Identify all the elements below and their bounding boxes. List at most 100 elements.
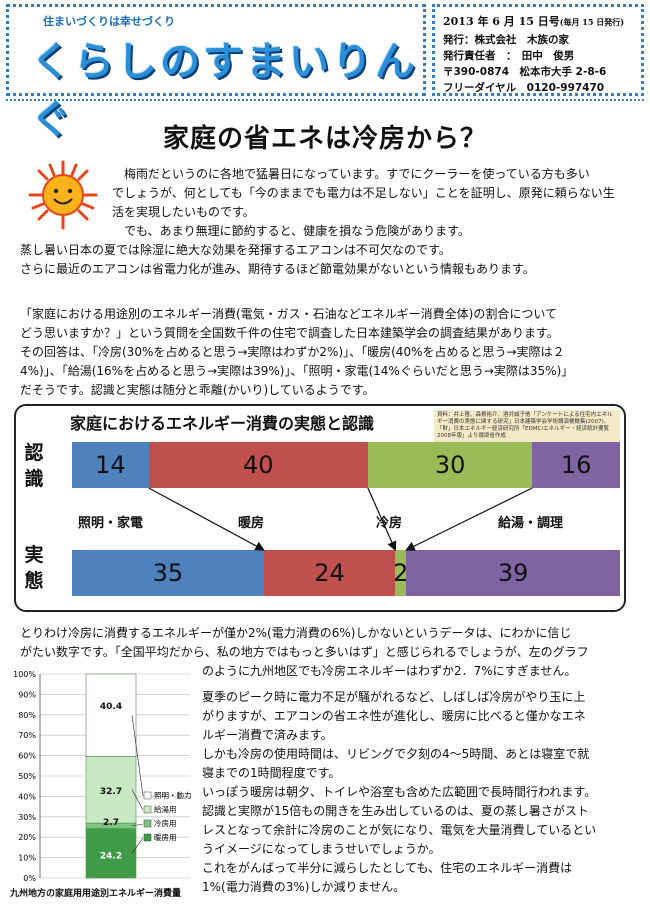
y-tick-label: 60% (18, 752, 36, 761)
y-tick-label: 90% (18, 690, 36, 699)
category-label-heating: 暖房 (238, 516, 265, 531)
y-tick-label: 0% (23, 874, 36, 883)
perception-value-hotwater: 16 (560, 451, 592, 479)
right-line-5: 寝までの1時間程度です。 (202, 766, 341, 780)
actual-value-cooling: 2 (393, 559, 409, 587)
kyushu-bar-segment-3 (85, 756, 137, 824)
right-line-4: しかも冷房の使用時間は、リビングで夕刻の4～5時間、あとは寝室で就 (202, 747, 590, 761)
y-tick-label: 30% (18, 813, 36, 822)
y-tick-label: 10% (18, 854, 36, 863)
legend-leader-line (131, 837, 144, 854)
kyushu-bar-segment-4 (85, 673, 137, 757)
y-tick-label: 20% (18, 833, 36, 842)
energy-comparison-chart: 家庭におけるエネルギー消費の実態と認識 資料：井上隆、森根裕介、酒井誠子他「アン… (14, 404, 626, 612)
legend-swatch (143, 819, 152, 828)
boundary-arrow-2 (367, 487, 397, 552)
actual-value-hotwater: 39 (497, 559, 529, 587)
survey-line-2: どう思いますか？」という質問を全国数千件の住宅で調査した日本建築学会の調査結果が… (20, 326, 559, 340)
right-line-2: がりますが、エアコンの省エネ性が進化し、暖房に比べると僅かなエネ (202, 709, 586, 723)
intro-line-5: 蒸し暑い日本の夏では除湿に絶大な効果を発揮するエアコンは不可欠なのです。 (20, 243, 451, 257)
boundary-arrow-3 (405, 487, 533, 551)
right-line-7: 認識と実際が15倍もの開きを生み出しているのは、夏の蒸し暑さがスト (202, 804, 589, 818)
perception-bar-lighting: 14 (72, 442, 149, 488)
kyushu-value-label: 40.4 (100, 702, 122, 712)
actual-bar-lighting: 35 (72, 550, 264, 596)
after-chart-line-1: とりわけ冷房に消費するエネルギーが僅か2%(電力消費の6%)しかないというデータ… (20, 626, 572, 640)
right-line-10: これをがんばって半分に減らしたとしても、住宅のエネルギー消費は (202, 861, 573, 875)
right-line-9: うイメージになってしまうせいでしょうか。 (202, 842, 441, 856)
category-label-lighting: 照明・家電 (78, 516, 144, 531)
perception-bar-hotwater: 16 (532, 442, 620, 488)
publisher: 発行：株式会社 木族の家 (443, 34, 569, 46)
after-chart-line-3: のように九州地区でも冷房エネルギーはわずか2．7%にすぎません。 (202, 664, 577, 678)
survey-line-3: その回答は、「冷房(30%を占めると思う→実際はわずか2%)」、「暖房(40%を… (20, 345, 565, 359)
legend-leader-line (131, 823, 144, 827)
actual-bar-heating: 24 (263, 550, 396, 596)
y-tick-label: 80% (18, 711, 36, 720)
perception-value-heating: 40 (243, 451, 274, 479)
y-tick-label: 100% (13, 670, 36, 679)
right-line-8: レスとなって余計に冷房のことが気になり、電気を大量消費しているとい (202, 823, 597, 837)
boundary-arrow-1 (148, 487, 265, 551)
comparison-arrows (148, 487, 533, 552)
motto: 住まいづくりは幸せづくり (43, 15, 175, 28)
legend-leader-line (131, 715, 144, 797)
kyushu-bar-segment-1 (85, 828, 137, 879)
kyushu-energy-chart: 0% 10% 20% 30% 40% 50% 60% 70% 80% 90% 100% 24.2 2.7… (4, 664, 196, 904)
kyushu-chart-plot: 0% 10% 20% 30% 40% 50% 60% 70% 80% 90% 100% 24.2 2.7… (13, 670, 192, 883)
intro-line-4: でも、あまり無理に節約すると、健康を損なう危険があります。 (124, 224, 470, 238)
kyushu-chart-caption: 九州地方の家庭用用途別エネルギー消費量 (10, 889, 182, 899)
legend-label: 照明・動力 (154, 790, 192, 800)
intro-line-1: 梅雨だというのに各地で猛暑日になっています。すでにクーラーを使っている方も多い (124, 167, 590, 181)
kyushu-value-label: 24.2 (100, 851, 122, 861)
legend-label: 給湯用 (154, 804, 177, 814)
perception-bar-cooling: 30 (367, 442, 533, 488)
right-line-6: いっぽう暖房は朝夕、トイレや浴室も含めた広範囲で長時間行われます。 (202, 785, 597, 799)
smiling-sun-icon (28, 160, 98, 230)
legend-swatch (143, 833, 152, 842)
actual-bar-row: 35 24 2 39 (72, 550, 620, 596)
legend-label: 暖房用 (154, 832, 177, 842)
legend-swatch (143, 805, 152, 814)
issue-note: (毎月 15 日発行) (559, 17, 625, 27)
legend-leader-line (131, 789, 144, 811)
editor: 発行責任者 ： 田中 俊男 (443, 50, 575, 62)
perception-bar-heating: 40 (148, 442, 368, 488)
legend-label: 冷房用 (154, 818, 177, 828)
header-divider (6, 99, 644, 101)
actual-bar-hotwater: 39 (406, 550, 620, 596)
intro-line-2: でしょうが、何としても「今のままでも電力は不足しない」ことを証明し、原発に頼らな… (112, 186, 615, 200)
intro-line-3: 活を実現したいものです。 (112, 205, 255, 219)
perception-value-lighting: 14 (95, 451, 126, 479)
address: 〒390-0874 松本市大手 2-8-6 (443, 66, 607, 78)
after-chart-line-2: がたい数字です。「全国平均だから、私の地方ではもっと多いはず」と感じられるでしょ… (20, 645, 589, 659)
issue-info-box: 2013 年 6 月 15 日号(毎月 15 日発行) 発行：株式会社 木族の家… (432, 4, 644, 96)
actual-value-heating: 24 (314, 559, 345, 587)
issue-date: 2013 年 6 月 15 日号(毎月 15 日発行) (443, 15, 625, 28)
kyushu-value-label: 2.7 (103, 818, 119, 828)
survey-line-5: だそうです。認識と実態は随分と乖離(かいり)しているようです。 (20, 383, 375, 397)
right-line-3: ルギー消費で済みます。 (202, 728, 333, 742)
newsletter-brand: くらしのすまいりんぐ (31, 39, 418, 143)
perception-bar-row: 14 40 30 16 (72, 442, 620, 488)
kyushu-value-label: 32.7 (100, 787, 122, 797)
right-line-11: 1%(電力消費の3%)しか減りません。 (202, 880, 406, 894)
freedial: フリーダイヤル 0120-997470 (443, 82, 605, 94)
row-label-perception: 認識 (24, 442, 44, 490)
category-label-hotwater: 給湯・調理 (498, 516, 564, 531)
survey-line-4: 4%)」、「給湯(16%を占めると思う→実際は39%)」、「照明・家電(14%ぐ… (20, 364, 574, 378)
intro-line-6: さらに最近のエアコンは省電力化が進み、期待するほど節電効果がないという情報もあり… (20, 262, 535, 276)
y-tick-label: 70% (18, 731, 36, 740)
survey-line-1: 「家庭における用途別のエネルギー消費(電気・ガス・石油などエネルギー消費全体)の… (20, 307, 558, 321)
row-label-actual: 実態 (24, 544, 44, 592)
masthead: 住まいづくりは幸せづくり くらしのすまいりんぐ (6, 4, 426, 143)
article-title: 家庭の省エネは冷房から？ (162, 124, 487, 154)
actual-bar-cooling: 2 (393, 550, 409, 596)
right-line-1: 夏季のピーク時に電力不足が騒がれるなど、しばしば冷房がやり玉に上 (202, 690, 586, 704)
y-tick-label: 50% (18, 772, 36, 781)
legend-swatch (143, 791, 152, 800)
y-tick-label: 40% (18, 792, 36, 801)
actual-value-lighting: 35 (152, 559, 184, 587)
chart-title: 家庭におけるエネルギー消費の実態と認識 (70, 414, 375, 433)
perception-value-cooling: 30 (434, 451, 466, 479)
